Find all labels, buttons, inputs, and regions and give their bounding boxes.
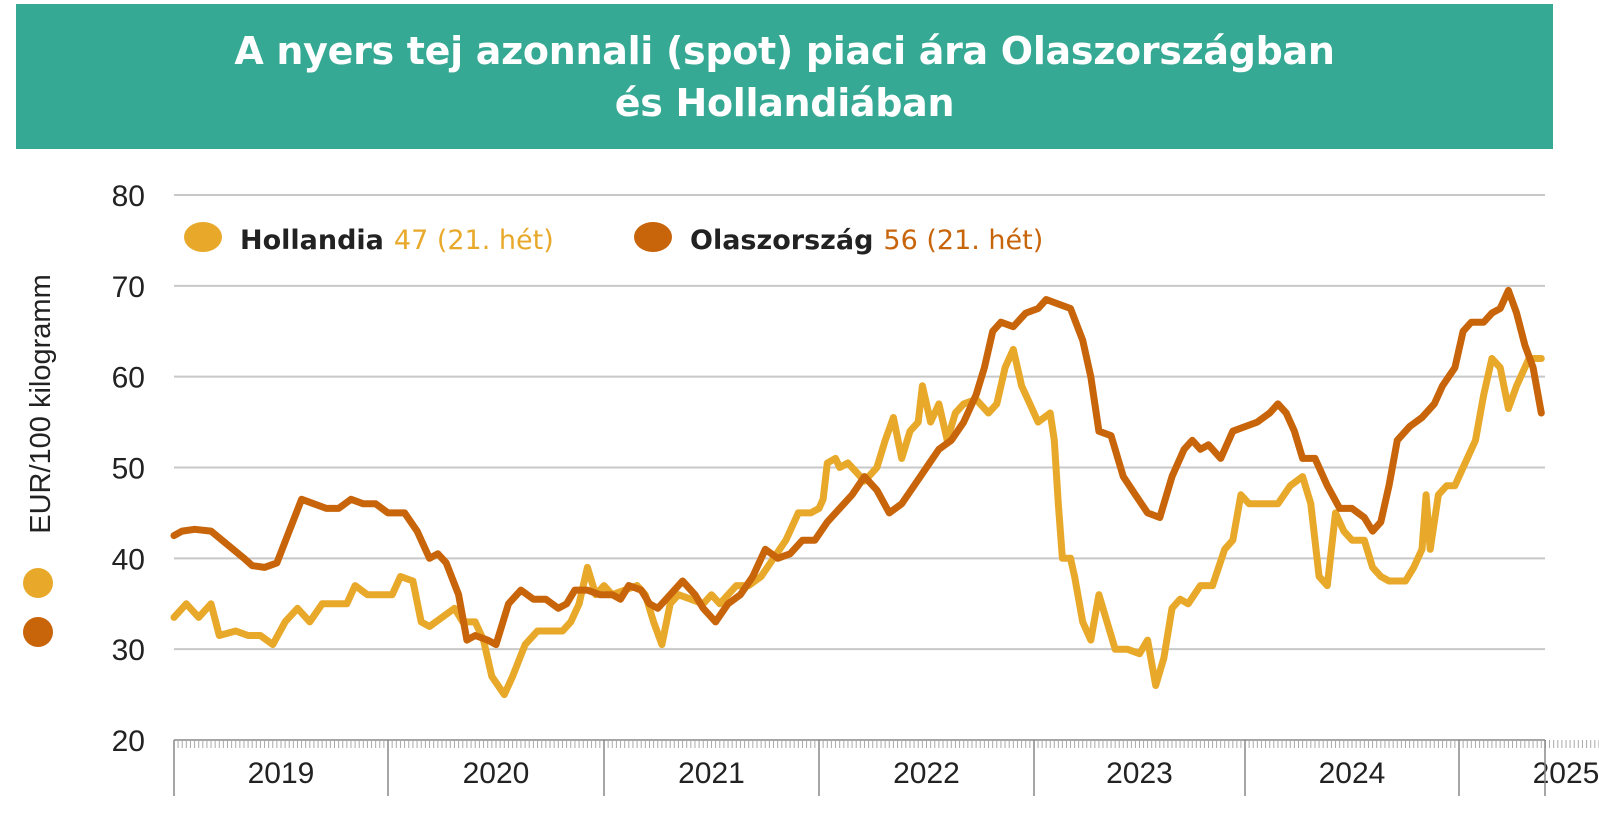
chart-title-line-2: és Hollandiában — [614, 80, 955, 125]
x-tick-label-2019: 2019 — [248, 757, 315, 790]
x-tick-label-2024: 2024 — [1319, 757, 1386, 790]
y-axis-ticks: 20 30 40 50 60 70 80 — [112, 180, 145, 758]
y-tick-label-50: 50 — [112, 453, 145, 486]
series-lines — [170, 286, 1545, 699]
legend-value-olaszorszag: 56 (21. hét) — [883, 225, 1043, 256]
series-line-hollandia — [170, 345, 1545, 699]
legend-item-olaszorszag: Olaszország 56 (21. hét) — [634, 222, 1043, 256]
y-axis-label: EUR/100 kilogramm — [25, 274, 57, 533]
ylabel-legend-dot-olaszorszag — [23, 617, 53, 647]
legend-label-olaszorszag: Olaszország — [690, 225, 873, 256]
legend-item-hollandia: Hollandia 47 (21. hét) — [184, 222, 554, 256]
legend-label-hollandia: Hollandia — [240, 225, 384, 256]
y-tick-label-20: 20 — [112, 725, 145, 758]
x-tick-label-2023: 2023 — [1106, 757, 1173, 790]
chart-title-line-1: A nyers tej azonnali (spot) piaci ára Ol… — [234, 28, 1335, 73]
y-tick-label-30: 30 — [112, 634, 145, 667]
legend-value-hollandia: 47 (21. hét) — [394, 225, 554, 256]
legend-marker-olaszorszag — [634, 222, 672, 252]
y-tick-label-60: 60 — [112, 362, 145, 395]
series-line-olaszorszag — [170, 286, 1545, 649]
y-tick-label-70: 70 — [112, 271, 145, 304]
x-tick-label-2020: 2020 — [463, 757, 530, 790]
x-tick-label-2025: 2025 — [1533, 757, 1599, 790]
gridlines — [174, 194, 1545, 651]
legend-marker-hollandia — [184, 222, 222, 252]
y-tick-label-80: 80 — [112, 180, 145, 213]
x-tick-label-2022: 2022 — [893, 757, 960, 790]
legend: Hollandia 47 (21. hét) Olaszország 56 (21.… — [184, 222, 1043, 256]
chart-title-bar: A nyers tej azonnali (spot) piaci ára Ol… — [16, 4, 1553, 149]
x-axis: 2019 2020 2021 2022 2023 2024 2025 — [173, 739, 1599, 796]
x-tick-label-2021: 2021 — [678, 757, 745, 790]
ylabel-legend-dot-hollandia — [23, 568, 53, 598]
y-tick-label-40: 40 — [112, 543, 145, 576]
